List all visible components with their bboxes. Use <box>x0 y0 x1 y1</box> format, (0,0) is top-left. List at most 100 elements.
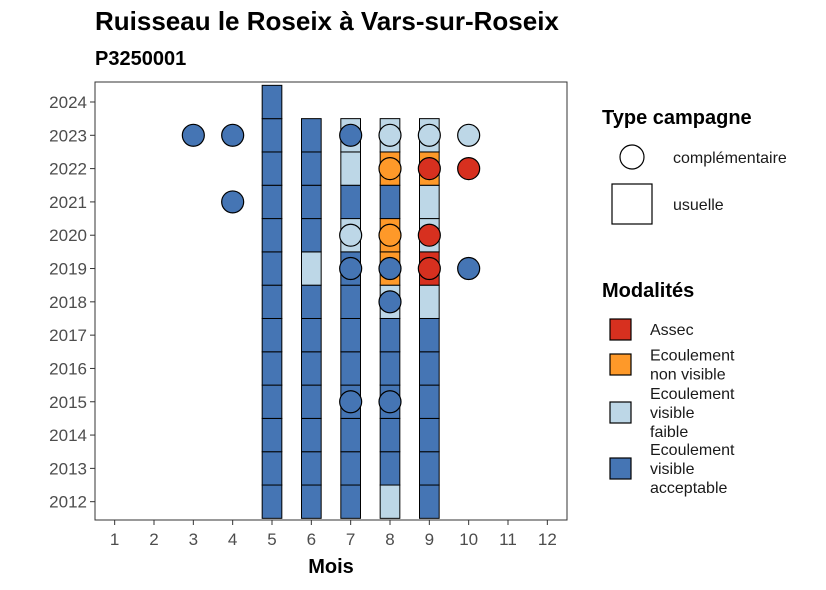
tile-2013-6 <box>301 451 322 486</box>
tile-2013-9 <box>419 451 440 486</box>
legend-mod-label: Ecoulement <box>650 386 735 403</box>
tile-2016-6 <box>301 351 322 386</box>
y-tick-label: 2019 <box>49 260 87 279</box>
x-tick-label: 9 <box>425 530 434 549</box>
y-tick-label: 2018 <box>49 293 87 312</box>
tile-2014-9 <box>419 417 440 453</box>
panel-background <box>95 82 567 520</box>
x-tick-label: 4 <box>228 530 237 549</box>
point-2020-9 <box>417 223 441 247</box>
tile-2017-9 <box>419 317 440 353</box>
tile-2012-8 <box>379 484 401 519</box>
tile-2014-8 <box>379 417 401 453</box>
tile-2014-6 <box>301 417 322 453</box>
tile-2018-6 <box>301 284 322 319</box>
chart-subtitle: P3250001 <box>95 48 186 70</box>
legend-mod-label: faible <box>650 424 688 441</box>
panel-border <box>94 81 568 521</box>
tile-2016-8 <box>379 351 401 386</box>
tile-2016-5 <box>261 351 283 386</box>
point-2022-8 <box>378 157 402 181</box>
legend-key-ecoulement-visible-faible <box>609 401 632 424</box>
tile-2020-5 <box>261 218 283 253</box>
x-tick-label: 7 <box>346 530 355 549</box>
point-2022-10 <box>457 157 481 181</box>
y-tick-label: 2017 <box>49 326 87 345</box>
legend-mod-label: visible <box>650 461 695 478</box>
point-2019-10 <box>457 256 481 281</box>
y-tick-label: 2020 <box>49 226 87 245</box>
tile-2012-5 <box>261 484 283 519</box>
point-2018-8 <box>378 290 402 314</box>
point-2023-7 <box>339 123 363 147</box>
tile-2021-5 <box>261 184 283 220</box>
legend-key-assec <box>609 318 632 341</box>
tile-2021-9 <box>419 184 440 220</box>
tile-2014-5 <box>261 417 283 453</box>
legend-mod-title: Modalités <box>602 280 694 302</box>
tile-2016-7 <box>340 351 362 386</box>
legend-key-ecoulement-non-visible <box>609 353 632 376</box>
legend-mod-label: non visible <box>650 367 726 384</box>
tile-2013-7 <box>340 451 362 486</box>
x-tick-label: 8 <box>385 530 394 549</box>
point-2015-7 <box>339 390 363 414</box>
point-2023-8 <box>378 123 402 147</box>
x-tick-label: 3 <box>189 530 198 549</box>
legend-key-ecoulement-visible-acceptable <box>609 457 632 480</box>
point-2019-7 <box>339 256 363 281</box>
tile-2022-5 <box>261 151 283 186</box>
y-tick-label: 2023 <box>49 126 87 145</box>
x-tick-label: 1 <box>110 530 119 549</box>
tile-2022-7 <box>340 151 362 186</box>
point-2021-4 <box>221 190 245 214</box>
point-2023-4 <box>221 123 245 147</box>
point-2020-8 <box>378 223 402 247</box>
tile-2024-5 <box>261 84 283 120</box>
x-tick-label: 5 <box>267 530 276 549</box>
tile-2015-5 <box>261 384 283 419</box>
point-2023-9 <box>417 123 441 147</box>
tile-2023-5 <box>261 118 283 153</box>
x-tick-label: 2 <box>149 530 158 549</box>
tile-2017-8 <box>379 317 401 353</box>
tile-2017-5 <box>261 317 283 353</box>
legend-type-campagne: Type campagne complémentaire usuelle <box>602 107 787 225</box>
tile-2012-7 <box>340 484 362 519</box>
tile-2013-5 <box>261 451 283 486</box>
point-2023-10 <box>457 123 481 147</box>
point-2023-3 <box>181 123 205 147</box>
tile-2021-7 <box>340 184 362 220</box>
y-tick-label: 2013 <box>49 459 87 478</box>
legend-modalites: Modalités Assec Ecoulement non visible Ecoul… <box>602 280 735 497</box>
tile-2012-6 <box>301 484 322 519</box>
tile-2019-6 <box>301 251 322 286</box>
x-tick-label: 10 <box>459 530 478 549</box>
tile-2017-6 <box>301 317 322 353</box>
tile-2012-9 <box>419 484 440 519</box>
legend-mod-label: Assec <box>650 322 694 339</box>
tile-2018-9 <box>419 284 440 319</box>
tile-2023-6 <box>301 118 322 153</box>
tile-2018-7 <box>340 284 362 319</box>
tile-2019-5 <box>261 251 283 286</box>
y-tick-label: 2014 <box>49 426 87 445</box>
tile-2016-9 <box>419 351 440 386</box>
legend-square-key <box>611 183 653 225</box>
x-tick-label: 6 <box>307 530 316 549</box>
legend-mod-label: Ecoulement <box>650 442 735 459</box>
tile-2017-7 <box>340 317 362 353</box>
tile-2021-8 <box>379 184 401 220</box>
legend-mod-label: acceptable <box>650 480 727 497</box>
y-tick-label: 2022 <box>49 160 87 179</box>
tile-2014-7 <box>340 417 362 453</box>
plot-area: 1 2 3 4 5 6 7 8 9 10 11 122012201320142015201620172… <box>49 81 568 549</box>
tile-2021-6 <box>301 184 322 220</box>
x-axis-title: Mois <box>308 556 354 578</box>
legend-type-label-usuelle: usuelle <box>673 197 724 214</box>
legend-circle-key <box>619 144 645 170</box>
point-2020-7 <box>339 223 363 247</box>
tile-2013-8 <box>379 451 401 486</box>
y-tick-label: 2012 <box>49 493 87 512</box>
